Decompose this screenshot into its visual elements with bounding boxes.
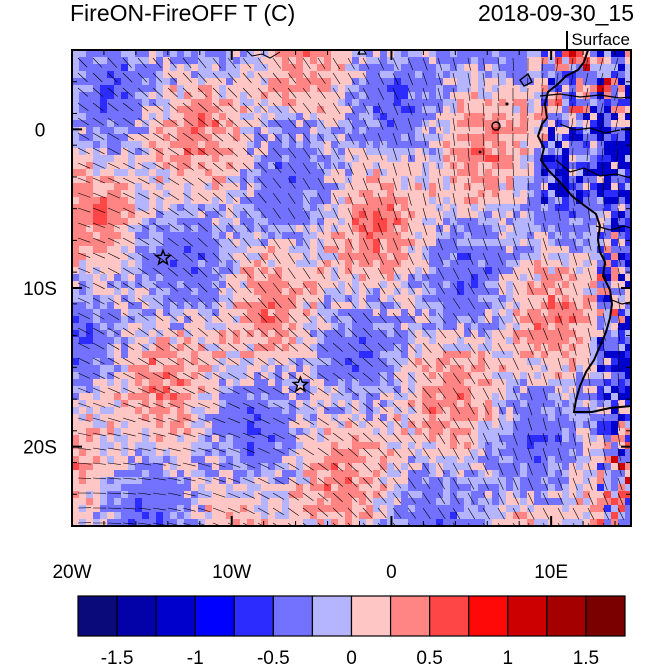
x-tick-label: 20W [52,562,91,583]
colorbar-label: 0.5 [416,648,442,667]
colorbar-label: 0 [346,648,357,667]
colorbar-swatch [350,595,392,637]
colorbar-swatch [468,595,509,637]
y-tick-label: 0 [35,120,46,141]
level-label: Surface [566,31,630,49]
colorbar-swatch [311,595,353,637]
star-marker [153,248,173,266]
colorbar-swatch [389,595,431,637]
colorbar-label: -0.5 [257,648,290,667]
star-marker [291,375,310,393]
colorbar-label: -1 [187,648,204,667]
colorbar-swatch [546,595,587,637]
y-tick-label: 20S [23,438,57,459]
markers [153,248,310,393]
colorbar-swatch [585,595,626,637]
colorbar-swatch [233,595,274,637]
colorbar-label: 1.5 [573,648,599,667]
axis-ticks: 20W 10W 0 10E 0 10S 20S [23,49,631,583]
colorbar-label: -1.5 [101,648,134,667]
colorbar-swatch [272,595,314,637]
valid-time: 2018-09-30_15 [477,0,634,26]
colorbar-swatch [507,595,548,637]
x-tick-label: 10E [534,562,568,583]
x-tick-label: 10W [212,562,251,583]
colorbar-label: 1 [502,648,513,667]
chart-title: FireON-FireOFF T (C) [70,0,296,26]
coastline-path [536,50,631,413]
colorbar: -1.5 -1 -0.5 0 0.5 1 1.5 [77,595,626,667]
y-tick-label: 10S [23,279,57,300]
colorbar-swatch [116,595,157,637]
colorbar-swatch [77,595,118,637]
colorbar-swatch [194,595,235,637]
coastline [245,50,631,413]
temperature-difference-field [72,50,631,526]
colorbar-swatch [155,595,196,637]
colorbar-swatch [429,595,470,637]
wind-vectors [77,57,624,526]
x-tick-label: 0 [386,562,397,583]
